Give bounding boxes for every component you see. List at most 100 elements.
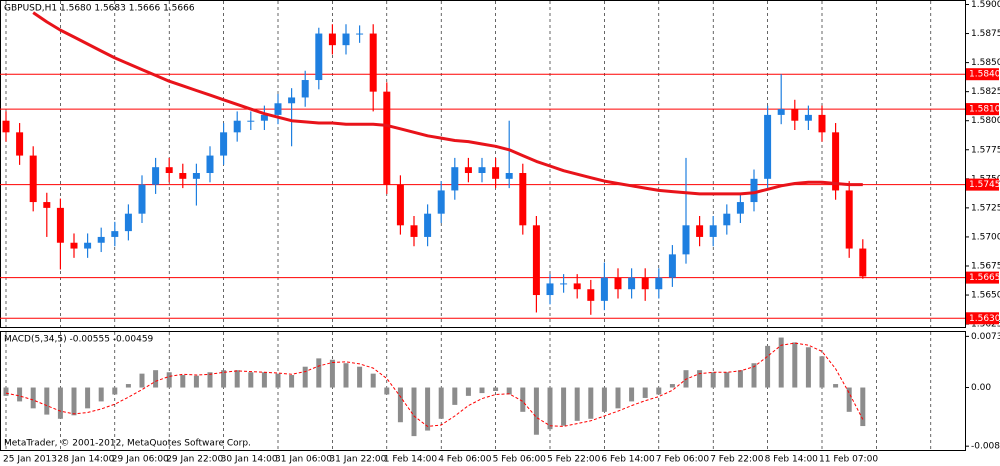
x-tick-label: 11 Feb 07:00 [819, 455, 878, 465]
candle-body [43, 202, 51, 208]
candle-body [696, 225, 704, 237]
candle-body [519, 173, 527, 226]
x-tick-label: 25 Jan 2013 [3, 455, 57, 465]
signal-line [5, 342, 864, 427]
candle-body [764, 114, 772, 179]
y-tick-label: 1.5650 [971, 291, 1000, 301]
macd-bar [588, 387, 594, 419]
candle-body [641, 277, 649, 290]
macd-bar [316, 358, 322, 388]
price-panel [0, 0, 966, 328]
level-label: 1.5630 [969, 314, 1000, 324]
y-tick-label: 1.5675 [971, 261, 1000, 271]
y-tick-label: 0.00 [971, 383, 991, 393]
macd-bar [819, 356, 825, 388]
x-tick-label: 29 Jan 06:00 [112, 455, 169, 465]
macd-bar [656, 387, 662, 395]
macd-bar [139, 373, 145, 388]
indicator-title: MACD(5,34,5) -0.00555 -0.00459 [4, 335, 154, 345]
candle-body [138, 184, 146, 214]
candle-body [179, 173, 187, 179]
level-box [966, 312, 999, 325]
candle-body [614, 277, 622, 290]
candle-body [84, 242, 92, 249]
macd-bar [438, 387, 444, 419]
macd-bar [221, 370, 227, 388]
macd-bar [125, 384, 131, 388]
candle-body [437, 190, 445, 214]
macd-bar [289, 375, 295, 388]
macd-bar [370, 373, 376, 388]
macd-bar [697, 370, 703, 388]
macd-bar [57, 387, 63, 419]
macd-bar [193, 375, 199, 388]
level-box [966, 103, 999, 116]
candle-body [383, 91, 391, 185]
y-tick-label: 1.5800 [971, 116, 1000, 126]
macd-bar [248, 372, 254, 388]
macd-bar [615, 387, 621, 409]
x-tick-label: 31 Jan 22:00 [329, 455, 386, 465]
candle-body [505, 173, 513, 179]
candle-body [70, 242, 78, 249]
candle-body [233, 120, 241, 133]
candle-body [451, 167, 459, 191]
candle-body [546, 283, 554, 296]
candle-body [206, 155, 214, 174]
candle-body [369, 33, 377, 92]
macd-bar [493, 387, 499, 391]
macd-bar [479, 387, 485, 394]
macd-bar [778, 337, 784, 388]
macd-bar [506, 387, 512, 395]
candle-body [818, 114, 826, 133]
candle-body [464, 167, 472, 174]
candle-body [560, 283, 568, 285]
candle-body [97, 236, 105, 243]
x-tick-label: 5 Feb 22:00 [547, 455, 601, 465]
candle-body [152, 167, 160, 185]
macd-bar [860, 387, 866, 427]
candle-body [492, 167, 500, 179]
x-tick-label: 30 Jan 14:00 [221, 455, 278, 465]
macd-bar [275, 373, 281, 388]
macd-bar [166, 372, 172, 388]
candle-body [682, 225, 690, 255]
macd-bar [669, 384, 675, 388]
y-tick-label: 1.5825 [971, 87, 1000, 97]
x-tick-label: 4 Feb 06:00 [438, 455, 492, 465]
macd-bar [465, 387, 471, 396]
macd-bar [629, 387, 635, 402]
candle-body [424, 213, 432, 237]
macd-bar [44, 387, 50, 415]
macd-bar [846, 387, 852, 412]
candle-body [532, 225, 540, 296]
macd-bar [425, 387, 431, 431]
macd-bar [642, 387, 648, 398]
candle-body [274, 103, 282, 115]
macd-bar [17, 387, 23, 402]
candle-body [859, 248, 867, 277]
macd-bar [547, 387, 553, 430]
candle-body [315, 33, 323, 81]
macd-bar [710, 372, 716, 388]
x-tick-label: 8 Feb 14:00 [765, 455, 819, 465]
x-tick-label: 7 Feb 22:00 [710, 455, 764, 465]
x-tick-label: 1 Feb 14:00 [384, 455, 438, 465]
copyright: MetaTrader, © 2001-2012, MetaQuotes Soft… [4, 439, 251, 449]
macd-bar [561, 387, 567, 426]
candle-body [247, 120, 255, 122]
x-tick-label: 29 Jan 22:00 [166, 455, 223, 465]
y-tick-label: 1.5700 [971, 232, 1000, 242]
level-label: 1.5665 [969, 273, 1000, 283]
candle-body [356, 33, 364, 35]
candle-body [655, 277, 663, 290]
level-label: 1.5840 [969, 70, 1000, 80]
macd-bar [601, 387, 607, 412]
candle-body [845, 190, 853, 249]
macd-bar [751, 363, 757, 388]
candle-body [600, 277, 608, 301]
y-tick-label: 1.5850 [971, 58, 1000, 68]
macd-bar [180, 375, 186, 388]
candle-body [587, 289, 595, 301]
